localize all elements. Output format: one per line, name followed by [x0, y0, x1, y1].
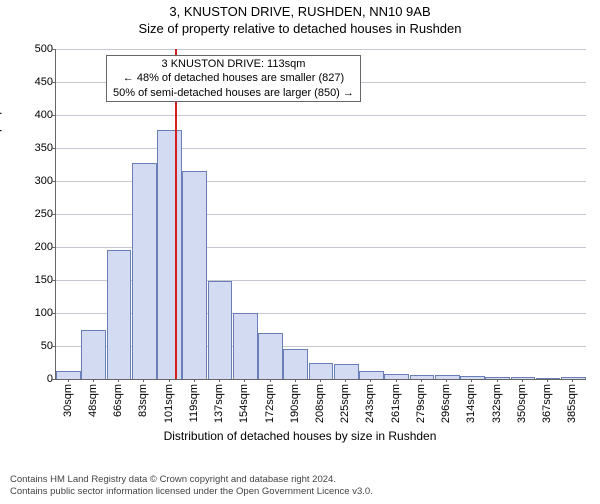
y-tick-label: 0 [28, 373, 53, 385]
footer-attribution: Contains HM Land Registry data © Crown c… [10, 474, 373, 498]
y-tick-label: 450 [28, 76, 53, 88]
histogram-bar [258, 333, 283, 379]
grid-line [56, 49, 586, 50]
x-tick-label: 119sqm [188, 384, 200, 422]
x-axis-label: Distribution of detached houses by size … [0, 429, 600, 443]
histogram-bar [334, 364, 359, 379]
x-tick-label: 154sqm [238, 384, 250, 423]
histogram-bar [485, 377, 510, 379]
annotation-line: 3 KNUSTON DRIVE: 113sqm [113, 57, 354, 71]
x-tick-label: 350sqm [516, 384, 528, 423]
x-tick-label: 314sqm [465, 384, 477, 423]
histogram-bar [283, 349, 308, 379]
annotation-line: ← 48% of detached houses are smaller (82… [113, 71, 354, 85]
y-tick-label: 500 [28, 43, 53, 55]
x-tick-label: 261sqm [390, 384, 402, 423]
x-tick-label: 296sqm [440, 384, 452, 423]
x-tick-label: 225sqm [339, 384, 351, 423]
histogram-bar [56, 371, 81, 379]
y-tick-label: 150 [28, 274, 53, 286]
histogram-bar [511, 377, 536, 379]
histogram-chart: Number of detached properties 0 50 100 150 2… [0, 44, 600, 444]
x-tick-label: 137sqm [213, 384, 225, 423]
y-tick-label: 200 [28, 241, 53, 253]
histogram-bar [132, 163, 157, 379]
x-tick-label: 48sqm [87, 384, 99, 417]
grid-line [56, 148, 586, 149]
y-axis-label: Number of detached properties [0, 79, 2, 244]
x-tick-label: 190sqm [289, 384, 301, 423]
y-tick-label: 250 [28, 208, 53, 220]
histogram-bar [384, 374, 409, 379]
histogram-bar [309, 363, 334, 380]
plot-area: 3 KNUSTON DRIVE: 113sqm← 48% of detached… [55, 49, 586, 380]
histogram-bar [182, 171, 207, 379]
histogram-bar [81, 330, 106, 380]
x-tick-label: 243sqm [364, 384, 376, 423]
x-tick-label: 66sqm [112, 384, 124, 417]
y-tick-label: 350 [28, 142, 53, 154]
histogram-bar [157, 130, 182, 379]
histogram-bar [233, 313, 258, 379]
x-tick-label: 172sqm [264, 384, 276, 423]
annotation-line: 50% of semi-detached houses are larger (… [113, 86, 354, 100]
histogram-bar [359, 371, 384, 379]
annotation-box: 3 KNUSTON DRIVE: 113sqm← 48% of detached… [106, 55, 361, 102]
x-tick-label: 367sqm [541, 384, 553, 423]
y-tick-label: 50 [28, 340, 53, 352]
x-tick-label: 30sqm [62, 384, 74, 417]
x-tick-label: 208sqm [314, 384, 326, 423]
x-tick-label: 332sqm [491, 384, 503, 423]
page-subtitle: Size of property relative to detached ho… [0, 21, 600, 36]
x-tick-label: 279sqm [415, 384, 427, 423]
x-tick-label: 101sqm [163, 384, 175, 423]
x-tick-label: 385sqm [566, 384, 578, 423]
histogram-bar [410, 375, 435, 379]
x-tick-label: 83sqm [137, 384, 149, 417]
histogram-bar [208, 281, 233, 379]
footer-line-2: Contains public sector information licen… [10, 486, 373, 498]
grid-line [56, 115, 586, 116]
y-tick-label: 300 [28, 175, 53, 187]
histogram-bar [107, 250, 132, 379]
y-tick-label: 400 [28, 109, 53, 121]
page-title: 3, KNUSTON DRIVE, RUSHDEN, NN10 9AB [0, 4, 600, 19]
footer-line-1: Contains HM Land Registry data © Crown c… [10, 474, 373, 486]
y-tick-label: 100 [28, 307, 53, 319]
